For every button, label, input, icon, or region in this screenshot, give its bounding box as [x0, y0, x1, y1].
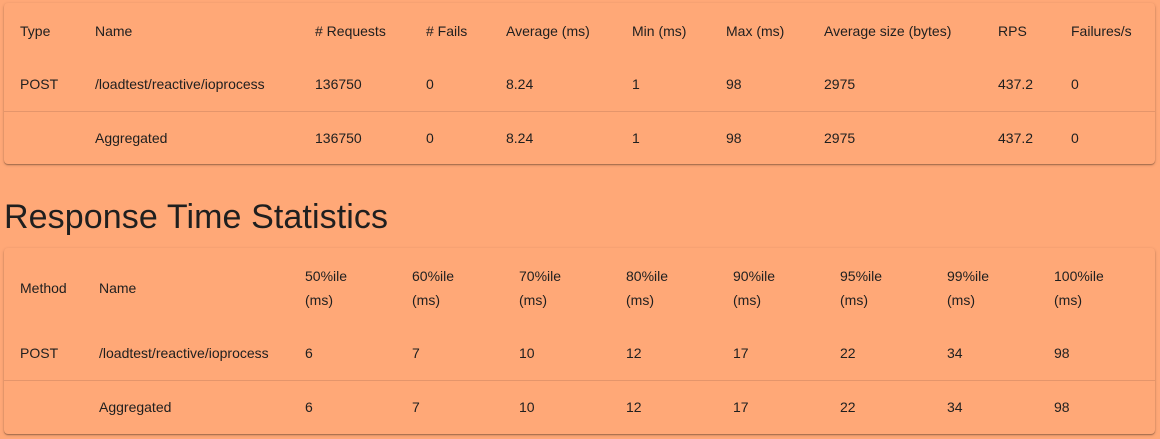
cell-average: 8.24: [506, 76, 534, 93]
header-line: 99%ile: [947, 267, 990, 284]
header-line: 100%ile: [1054, 267, 1104, 284]
section-title-response-time: Response Time Statistics: [4, 198, 389, 236]
header-line: 95%ile: [840, 267, 883, 284]
header-unit: (ms): [412, 291, 440, 308]
column-header-min[interactable]: Min (ms): [632, 22, 687, 39]
column-header-rps[interactable]: RPS: [998, 22, 1027, 39]
table-row: Aggregated 136750 0 8.24 1 98 2975 437.2…: [4, 111, 1155, 164]
cell-p100: 98: [1054, 345, 1070, 362]
column-header-requests[interactable]: # Requests: [315, 22, 386, 39]
cell-p95: 22: [840, 398, 856, 415]
header-line: 50%ile: [305, 267, 348, 284]
cell-name: Aggregated: [99, 398, 172, 415]
cell-p99: 34: [947, 345, 963, 362]
cell-method: [4, 380, 99, 433]
header-unit: (ms): [947, 291, 975, 308]
table-header-row: Method Name 50%ile (ms) 60%ile (ms) 70%ile…: [4, 248, 1155, 327]
cell-p50: 6: [305, 398, 313, 415]
column-header-max[interactable]: Max (ms): [726, 22, 785, 39]
cell-type: POST: [20, 76, 59, 93]
cell-p90: 17: [733, 345, 749, 362]
cell-min: 1: [632, 129, 640, 146]
header-line: 90%ile: [733, 267, 776, 284]
cell-fails: 0: [426, 76, 434, 93]
cell-max: 98: [726, 76, 742, 93]
cell-method: POST: [20, 345, 59, 362]
cell-max: 98: [726, 129, 742, 146]
cell-p60: 7: [412, 398, 420, 415]
column-header-p100[interactable]: 100%ile (ms): [1054, 248, 1155, 327]
header-unit: (ms): [840, 291, 868, 308]
header-unit: (ms): [626, 291, 654, 308]
header-line: 60%ile: [412, 267, 455, 284]
column-header-name[interactable]: Name: [99, 248, 305, 327]
header-line: Method: [20, 279, 67, 296]
response-time-statistics-table: Method Name 50%ile (ms) 60%ile (ms) 70%ile…: [4, 248, 1155, 433]
cell-p90: 17: [733, 398, 749, 415]
table-row: Aggregated 6 7 10 12 17 22 34 98: [4, 380, 1155, 433]
request-statistics-card: Type Name # Requests # Fails Average (ms…: [4, 3, 1155, 164]
cell-name: /loadtest/reactive/ioprocess: [99, 345, 269, 362]
cell-failures-per-sec: 0: [1071, 76, 1079, 93]
cell-average-size: 2975: [824, 76, 856, 93]
cell-p95: 22: [840, 345, 856, 362]
cell-p50: 6: [305, 345, 313, 362]
cell-type: [4, 111, 95, 164]
cell-p70: 10: [519, 398, 535, 415]
cell-p70: 10: [519, 345, 535, 362]
cell-fails: 0: [426, 129, 434, 146]
cell-average: 8.24: [506, 129, 534, 146]
column-header-failures-per-sec[interactable]: Failures/s: [1071, 22, 1132, 39]
header-line: 80%ile: [626, 267, 669, 284]
column-header-p90[interactable]: 90%ile (ms): [733, 248, 840, 327]
header-unit: (ms): [733, 291, 761, 308]
cell-p100: 98: [1054, 398, 1070, 415]
column-header-p70[interactable]: 70%ile (ms): [519, 248, 626, 327]
cell-p80: 12: [626, 398, 642, 415]
column-header-p80[interactable]: 80%ile (ms): [626, 248, 733, 327]
column-header-name[interactable]: Name: [95, 22, 133, 39]
cell-name: /loadtest/reactive/ioprocess: [95, 76, 265, 93]
header-line: 70%ile: [519, 267, 562, 284]
request-statistics-table: Type Name # Requests # Fails Average (ms…: [4, 3, 1155, 164]
column-header-average-size[interactable]: Average size (bytes): [824, 22, 952, 39]
cell-p60: 7: [412, 345, 420, 362]
header-line: Name: [99, 279, 137, 296]
cell-p80: 12: [626, 345, 642, 362]
table-row: POST /loadtest/reactive/ioprocess 136750…: [4, 58, 1155, 111]
cell-rps: 437.2: [998, 76, 1034, 93]
cell-min: 1: [632, 76, 640, 93]
column-header-type[interactable]: Type: [20, 22, 51, 39]
column-header-p99[interactable]: 99%ile (ms): [947, 248, 1054, 327]
column-header-fails[interactable]: # Fails: [426, 22, 468, 39]
column-header-average[interactable]: Average (ms): [506, 22, 590, 39]
cell-failures-per-sec: 0: [1071, 129, 1079, 146]
cell-requests: 136750: [315, 76, 362, 93]
response-time-statistics-card: Method Name 50%ile (ms) 60%ile (ms) 70%ile…: [4, 248, 1155, 434]
table-row: POST /loadtest/reactive/ioprocess 6 7 10…: [4, 327, 1155, 380]
table-header-row: Type Name # Requests # Fails Average (ms…: [4, 3, 1155, 58]
cell-name: Aggregated: [95, 129, 168, 146]
column-header-p95[interactable]: 95%ile (ms): [840, 248, 947, 327]
header-unit: (ms): [519, 291, 547, 308]
cell-p99: 34: [947, 398, 963, 415]
header-unit: (ms): [305, 291, 333, 308]
cell-average-size: 2975: [824, 129, 856, 146]
column-header-p50[interactable]: 50%ile (ms): [305, 248, 412, 327]
cell-requests: 136750: [315, 129, 362, 146]
header-unit: (ms): [1054, 291, 1082, 308]
column-header-method[interactable]: Method: [4, 248, 99, 327]
column-header-p60[interactable]: 60%ile (ms): [412, 248, 519, 327]
cell-rps: 437.2: [998, 129, 1034, 146]
